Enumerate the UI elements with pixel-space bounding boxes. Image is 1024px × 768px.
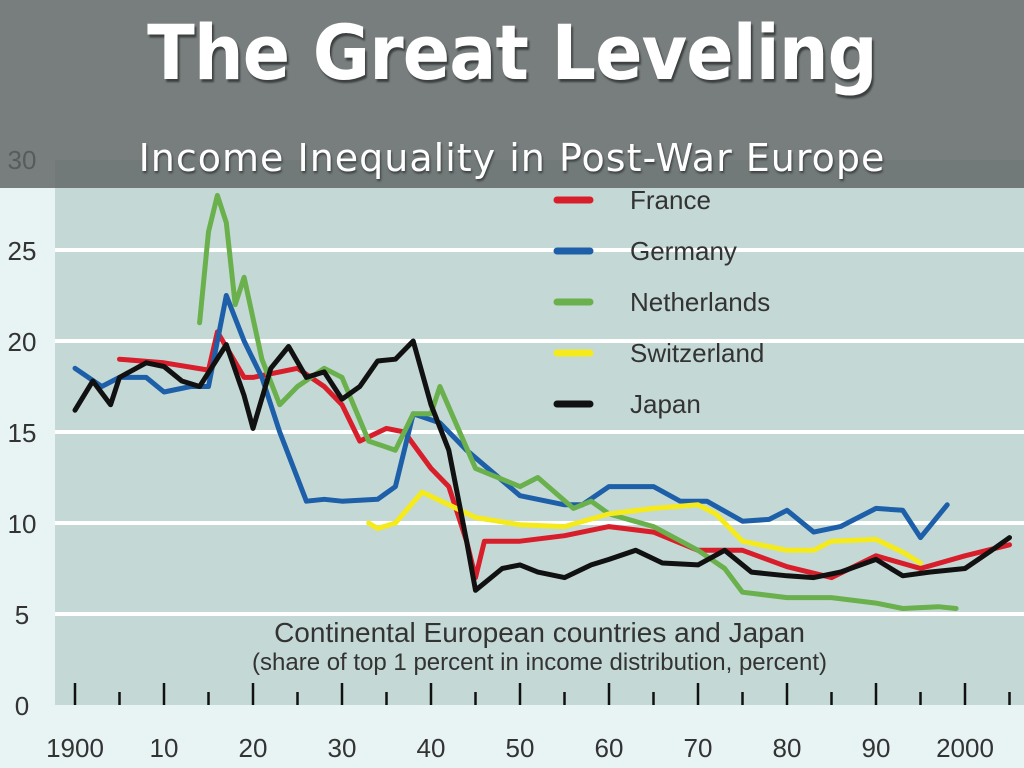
x-tick-label: 30 <box>328 733 357 763</box>
y-tick-label: 25 <box>8 236 37 266</box>
y-tick-label: 10 <box>8 509 37 539</box>
y-tick-label: 20 <box>8 327 37 357</box>
legend-label: Japan <box>630 389 701 419</box>
x-tick-label: 1900 <box>46 733 104 763</box>
series-line-japan <box>72 338 1012 593</box>
x-tick-label: 2000 <box>936 733 994 763</box>
slide-title: The Great Leveling <box>147 8 878 97</box>
x-tick-label: 20 <box>239 733 268 763</box>
legend-label: France <box>630 185 711 215</box>
x-tick-label: 10 <box>150 733 179 763</box>
slide-subtitle: Income Inequality in Post-War Europe <box>138 136 886 180</box>
chart-subtitle: (share of top 1 percent in income distri… <box>252 649 827 676</box>
y-tick-label: 15 <box>8 418 37 448</box>
legend-label: Switzerland <box>630 338 764 368</box>
x-tick-label: 50 <box>506 733 535 763</box>
series-line-switzerland <box>366 489 923 566</box>
y-tick-label: 0 <box>15 691 29 721</box>
x-tick-label: 60 <box>595 733 624 763</box>
title-band <box>0 0 1024 188</box>
series-line-netherlands <box>197 192 959 611</box>
chart-title: Continental European countries and Japan <box>274 617 805 648</box>
x-tick-label: 40 <box>417 733 446 763</box>
legend-label: Netherlands <box>630 287 770 317</box>
x-tick-label: 90 <box>862 733 891 763</box>
x-tick-label: 70 <box>684 733 713 763</box>
y-tick-label: 5 <box>15 600 29 630</box>
x-tick-label: 80 <box>773 733 802 763</box>
legend-label: Germany <box>630 236 737 266</box>
